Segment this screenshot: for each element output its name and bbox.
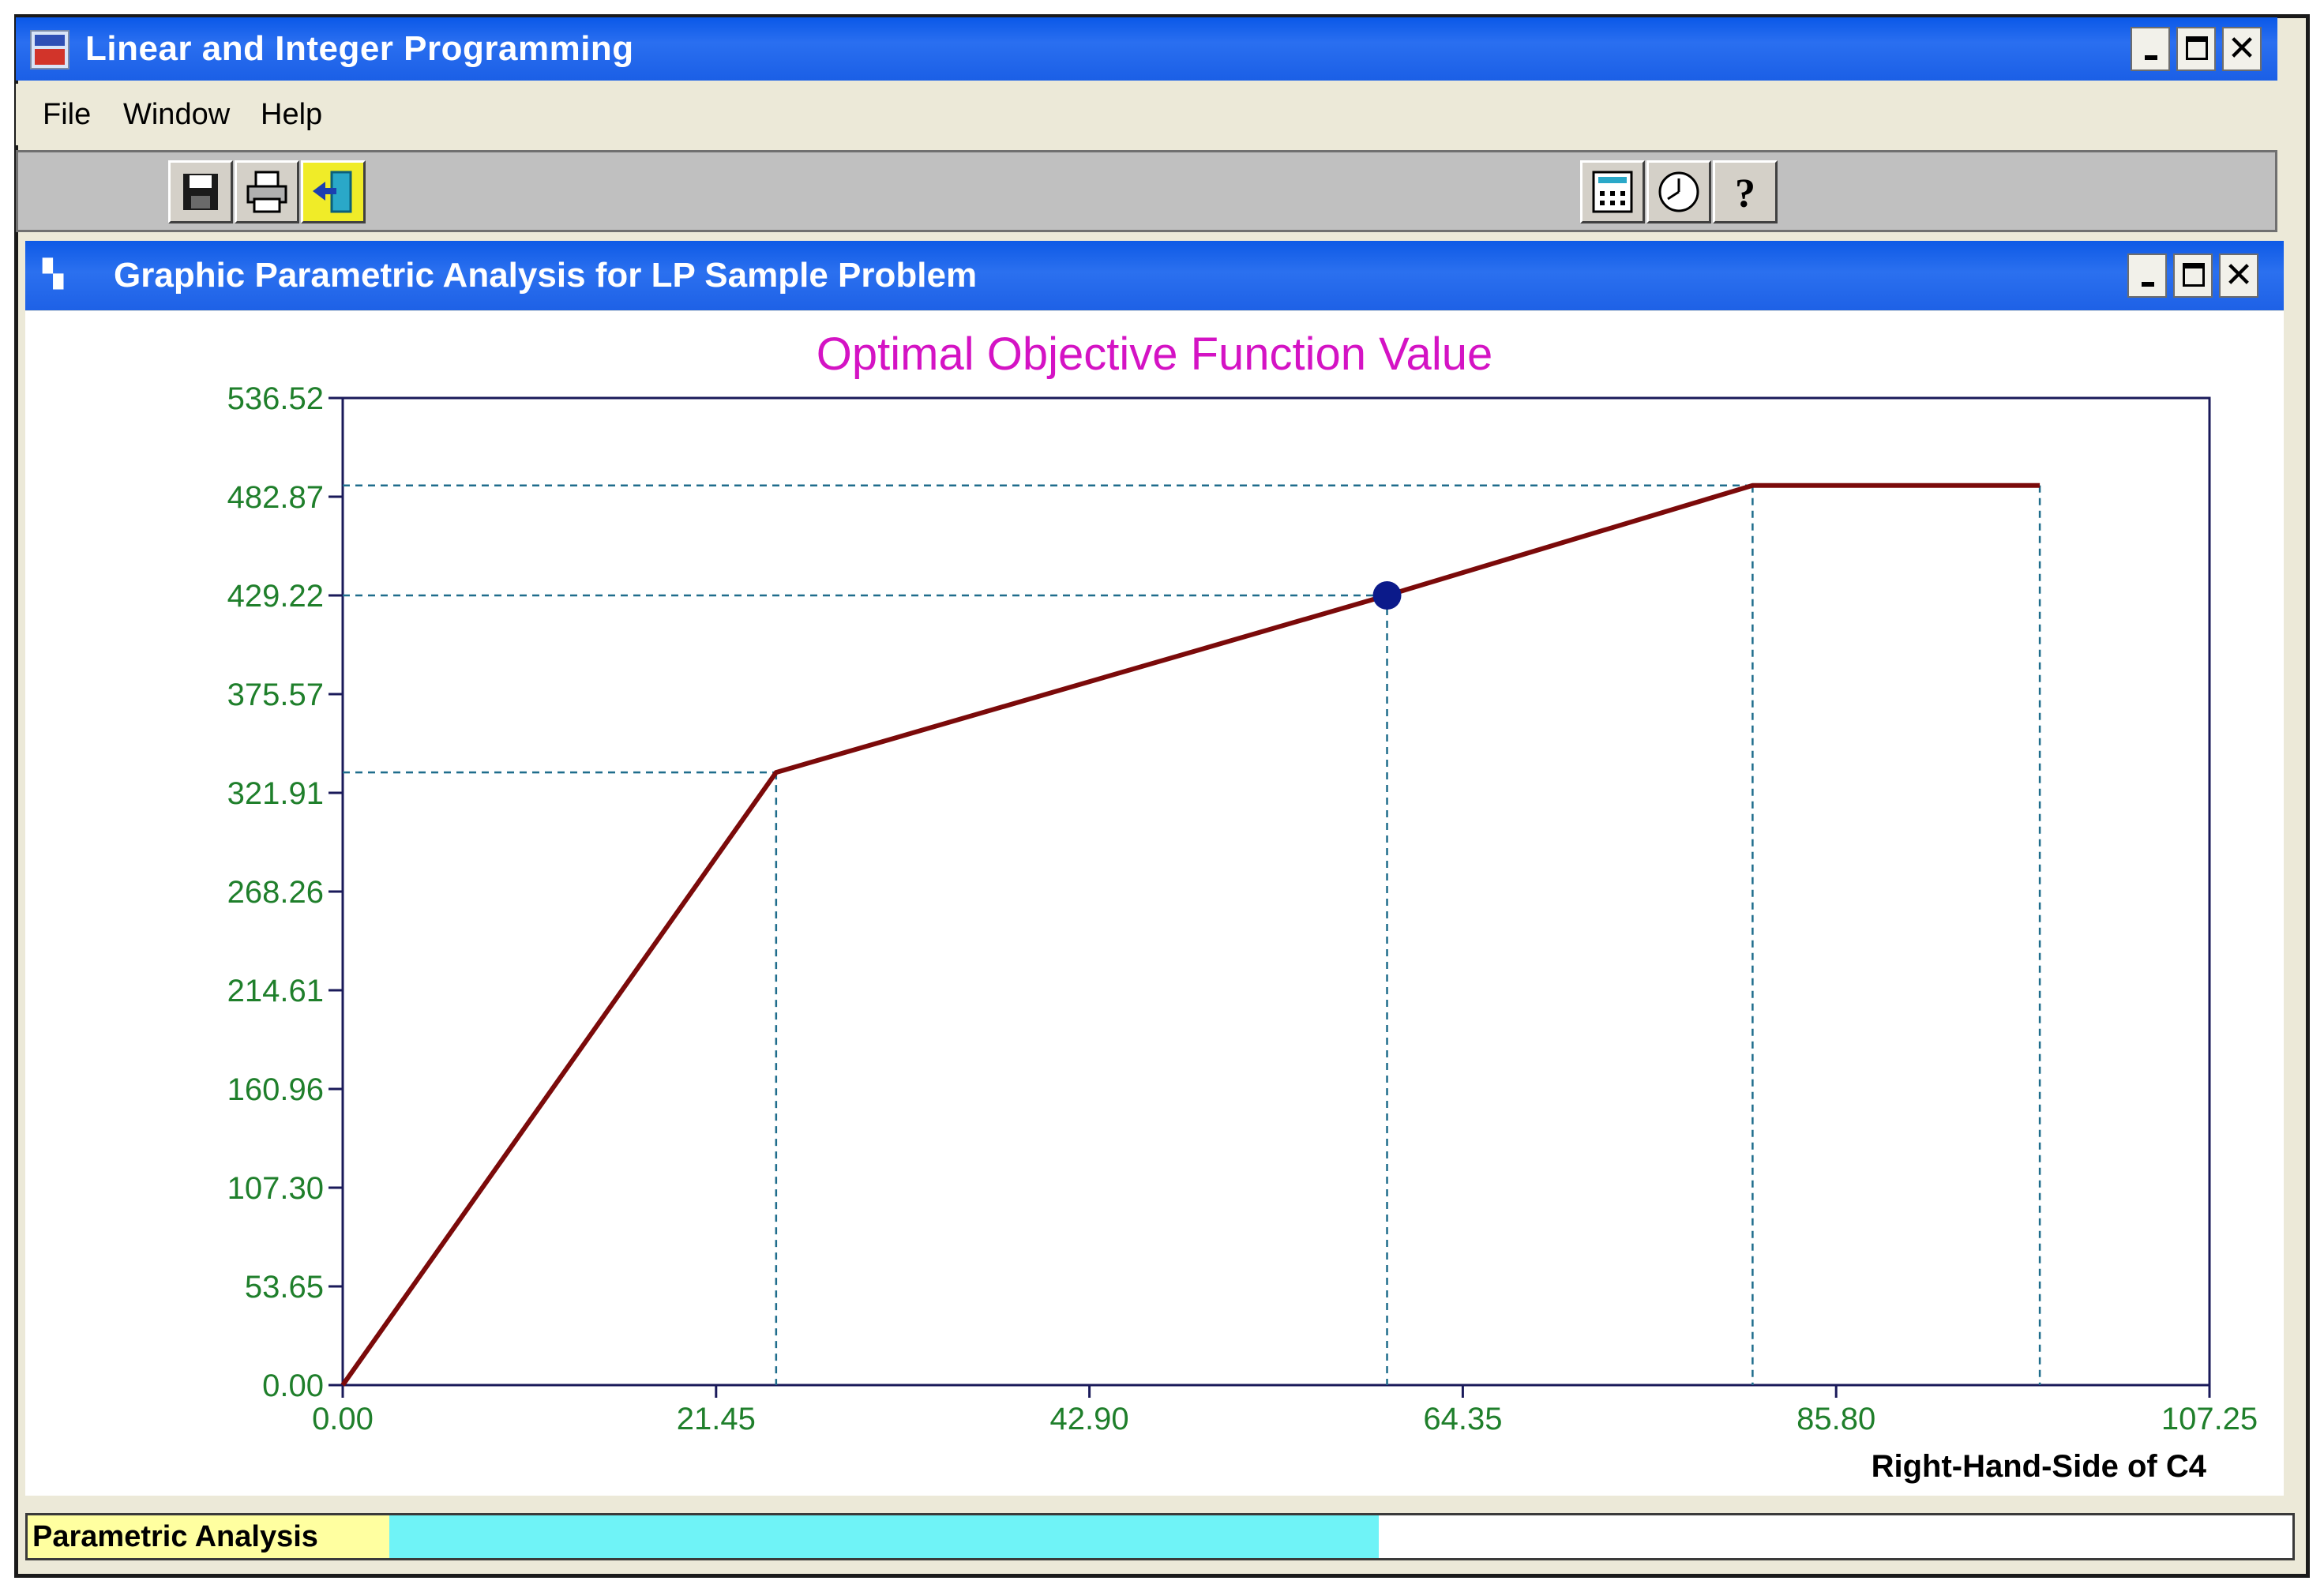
parametric-chart: 536.52 482.87 429.22 375.57 321.91 268.26 214.…: [227, 381, 2258, 1484]
menu-window[interactable]: Window: [123, 98, 231, 131]
maximize-button[interactable]: [2176, 27, 2216, 71]
exit-icon: [313, 171, 352, 213]
clock-button[interactable]: [1646, 160, 1711, 223]
x-tick-label: 21.45: [677, 1402, 756, 1436]
plot-frame: [341, 396, 2211, 1387]
print-button[interactable]: [235, 160, 299, 223]
chart-title: Optimal Objective Function Value: [816, 329, 1493, 380]
x-tick-label: 42.90: [1050, 1402, 1129, 1436]
child-window-title: Graphic Parametric Analysis for LP Sampl…: [114, 256, 978, 295]
app-title: Linear and Integer Programming: [85, 29, 634, 68]
help-icon: ?: [1735, 171, 1755, 215]
status-progress-bar: [389, 1515, 1379, 1558]
x-tick-label: 0.00: [312, 1402, 374, 1436]
status-label: Parametric Analysis: [28, 1515, 389, 1558]
y-tick-label: 375.57: [227, 678, 324, 712]
child-close-button[interactable]: ✕: [2219, 253, 2258, 298]
close-button[interactable]: ✕: [2222, 27, 2262, 71]
calculator-icon: [1592, 171, 1633, 213]
y-tick-label: 321.91: [227, 776, 324, 811]
child-window-titlebar[interactable]: ▚ Graphic Parametric Analysis for LP Sam…: [25, 241, 2284, 310]
menu-file[interactable]: File: [43, 98, 92, 131]
calculator-button[interactable]: [1580, 160, 1645, 223]
child-maximize-button[interactable]: [2173, 253, 2213, 298]
menu-help[interactable]: Help: [261, 98, 323, 131]
app-logo-icon: [30, 30, 69, 69]
menu-bar: File Window Help: [16, 84, 2277, 145]
clock-icon: [1658, 171, 1699, 212]
print-icon: [246, 171, 287, 213]
y-tick-label: 268.26: [227, 875, 324, 910]
x-axis-label: Right-Hand-Side of C4: [1872, 1449, 2207, 1484]
x-tick-label: 64.35: [1423, 1402, 1502, 1436]
y-tick-label: 53.65: [245, 1270, 324, 1305]
status-bar: Parametric Analysis: [25, 1513, 2295, 1560]
child-minimize-button[interactable]: [2127, 253, 2167, 298]
y-tick-label: 214.61: [227, 974, 324, 1008]
x-tick-label: 85.80: [1797, 1402, 1875, 1436]
save-button[interactable]: [168, 160, 233, 223]
y-tick-label: 107.30: [227, 1171, 324, 1206]
current-value-marker: [1372, 580, 1402, 610]
exit-button[interactable]: [301, 160, 366, 223]
x-tick-label: 107.25: [2161, 1402, 2258, 1436]
app-titlebar[interactable]: Linear and Integer Programming ✕: [16, 17, 2277, 81]
chart-area: Optimal Objective Function Value 536.52 4…: [25, 311, 2284, 1496]
toolbar: ?: [16, 150, 2277, 232]
y-tick-label: 160.96: [227, 1072, 324, 1107]
y-tick-label: 0.00: [262, 1369, 324, 1403]
svg-text:?: ?: [1735, 171, 1755, 215]
minimize-button[interactable]: [2131, 27, 2170, 71]
chart-window-icon: ▚: [43, 259, 64, 289]
save-icon: [183, 174, 218, 210]
help-button[interactable]: ?: [1713, 160, 1778, 223]
y-tick-label: 429.22: [227, 579, 324, 614]
series-line: [340, 482, 2041, 1387]
y-tick-label: 482.87: [227, 480, 324, 515]
y-tick-label: 536.52: [227, 381, 324, 416]
